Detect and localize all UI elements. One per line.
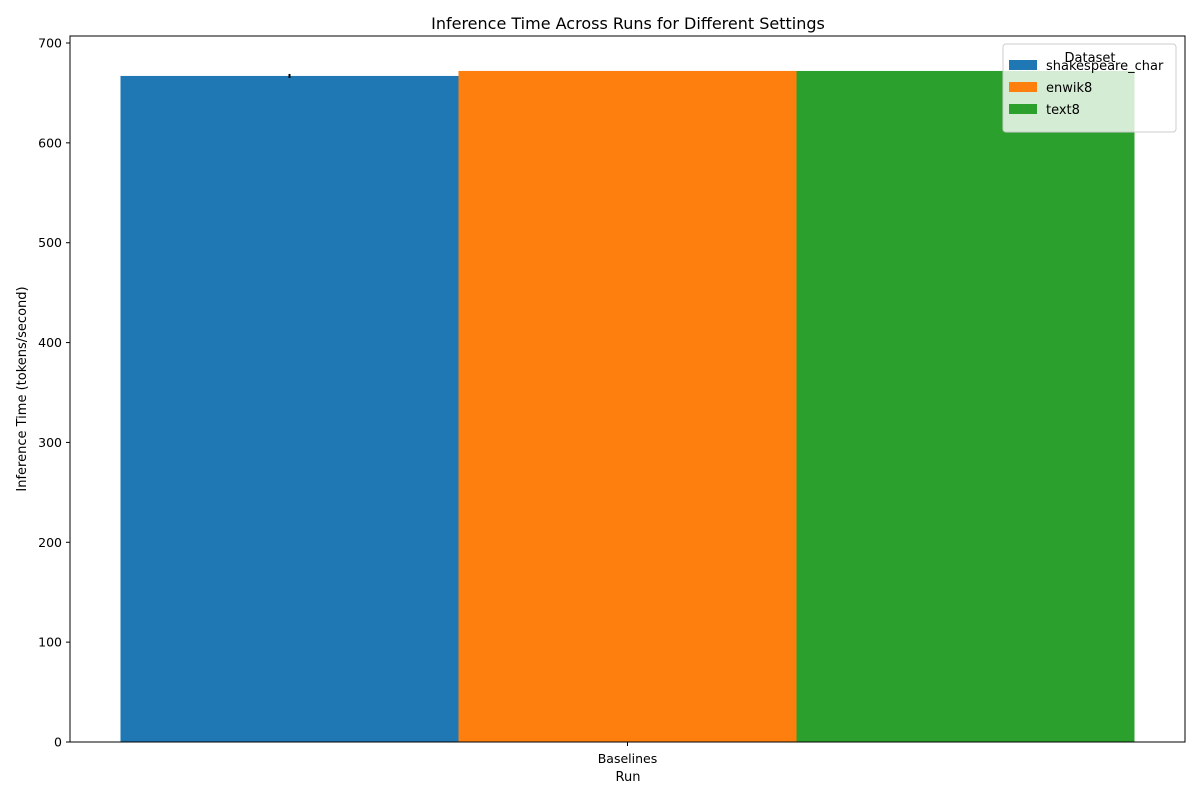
legend-label-shakespeare_char: shakespeare_char: [1046, 59, 1164, 74]
legend-label-enwik8: enwik8: [1046, 81, 1092, 96]
y-tick-label: 300: [38, 435, 62, 450]
legend-frame: [1002, 43, 1177, 133]
x-axis: Baselines: [598, 742, 658, 766]
x-axis-label: Run: [616, 770, 641, 785]
bar-enwik8-Baselines: [458, 70, 797, 742]
legend-swatch-shakespeare_char: [1009, 60, 1037, 70]
bars-group: [120, 70, 1135, 742]
plot-frame: [69, 35, 1186, 743]
y-tick-label: 500: [38, 235, 62, 250]
legend-title: Dataset: [1065, 51, 1116, 66]
y-tick-label: 0: [54, 735, 62, 750]
y-axis-label: Inference Time (tokens/second): [15, 286, 30, 491]
legend-items: shakespeare_char enwik8 text8: [1009, 59, 1164, 118]
y-tick-label: 200: [38, 535, 62, 550]
legend-swatch-enwik8: [1009, 82, 1037, 92]
y-axis: 0 100 200 300 400 500 600 700: [38, 35, 70, 750]
legend-label-text8: text8: [1046, 103, 1080, 118]
bar-shakespeare_char-Baselines: [120, 75, 459, 742]
y-tick-label: 700: [38, 35, 62, 50]
x-tick-label: Baselines: [598, 751, 658, 766]
y-tick-label: 400: [38, 335, 62, 350]
y-tick-label: 600: [38, 135, 62, 150]
y-tick-label: 100: [38, 635, 62, 650]
legend-swatch-text8: [1009, 104, 1037, 114]
chart-title: Inference Time Across Runs for Different…: [431, 14, 825, 33]
bar-text8-Baselines: [796, 70, 1135, 742]
legend: Dataset shakespeare_char enwik8 text8: [1002, 43, 1177, 133]
